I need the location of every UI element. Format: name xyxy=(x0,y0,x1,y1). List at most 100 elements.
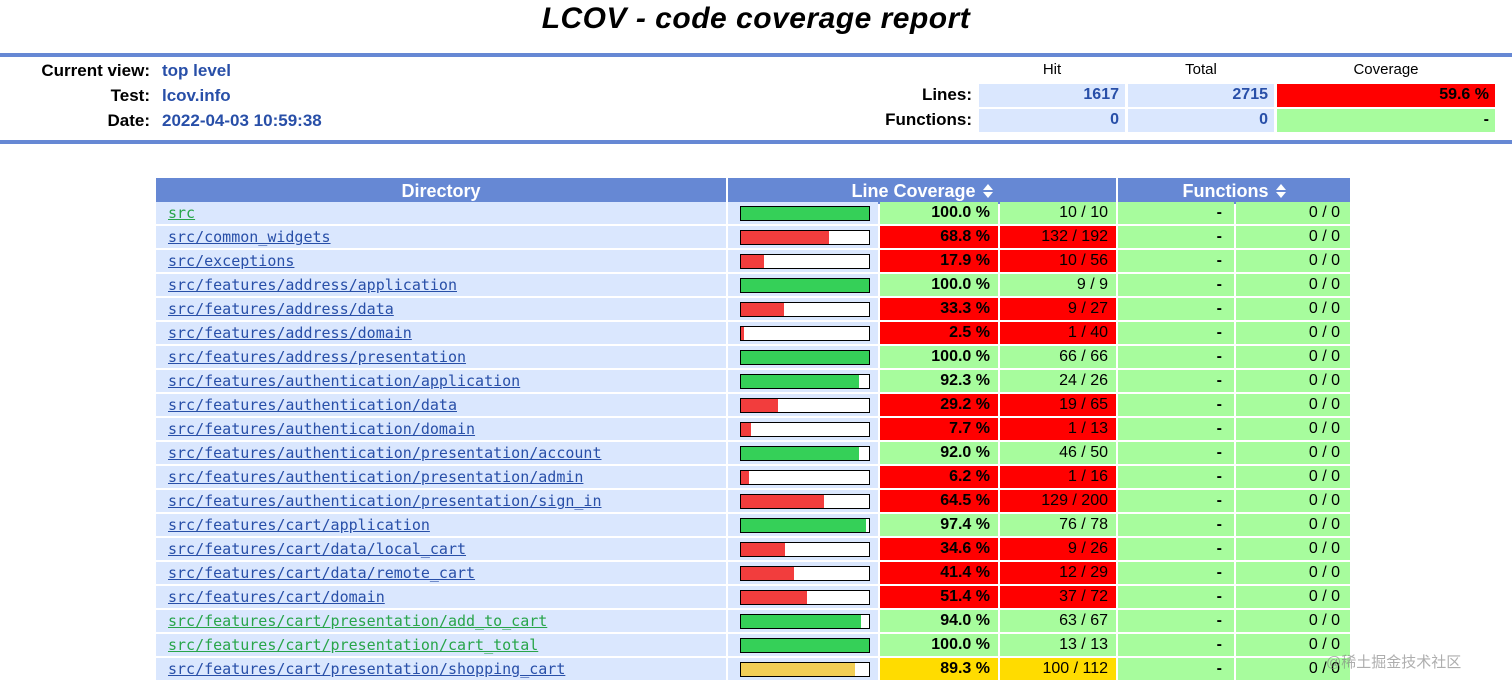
functions-percent: - xyxy=(1118,610,1234,632)
directory-cell: src/features/authentication/data xyxy=(156,394,726,416)
directory-link[interactable]: src/features/cart/presentation/add_to_ca… xyxy=(168,612,548,630)
functions-ratio: 0 / 0 xyxy=(1236,346,1350,368)
current-view-label: Current view: xyxy=(41,61,150,80)
coverage-bar-cell xyxy=(728,538,878,560)
directory-link[interactable]: src/features/authentication/presentation… xyxy=(168,444,602,462)
directory-cell: src/features/authentication/presentation… xyxy=(156,466,726,488)
line-coverage-ratio: 132 / 192 xyxy=(1000,226,1116,248)
functions-percent: - xyxy=(1118,442,1234,464)
directory-link[interactable]: src/features/authentication/presentation… xyxy=(168,492,602,510)
directory-link[interactable]: src/exceptions xyxy=(168,252,295,270)
coverage-bar-fill xyxy=(741,422,751,436)
functions-ratio: 0 / 0 xyxy=(1236,250,1350,272)
directory-cell: src/features/authentication/application xyxy=(156,370,726,392)
coverage-bar-cell xyxy=(728,442,878,464)
line-coverage-percent: 41.4 % xyxy=(880,562,998,584)
line-coverage-ratio: 100 / 112 xyxy=(1000,658,1116,680)
summary-stats: Hit Total Coverage Lines: 1617 2715 59.6… xyxy=(790,59,1495,132)
sort-arrows-icon[interactable] xyxy=(982,184,993,198)
directory-link[interactable]: src/features/cart/presentation/shopping_… xyxy=(168,660,566,678)
functions-label: Functions: xyxy=(885,110,972,129)
directory-link[interactable]: src/features/cart/domain xyxy=(168,588,385,606)
coverage-bar xyxy=(740,661,870,677)
functions-ratio: 0 / 0 xyxy=(1236,322,1350,344)
coverage-bar-cell xyxy=(728,250,878,272)
directory-cell: src/exceptions xyxy=(156,250,726,272)
sort-arrows-icon[interactable] xyxy=(1275,184,1286,198)
report-info: Current view: top level Test: lcov.info … xyxy=(8,59,321,134)
line-coverage-percent: 17.9 % xyxy=(880,250,998,272)
divider-rule-bottom xyxy=(0,140,1512,144)
functions-percent: - xyxy=(1118,418,1234,440)
coverage-bar xyxy=(740,325,870,341)
functions-coverage-value: - xyxy=(1277,109,1495,132)
coverage-bar-fill xyxy=(741,326,745,340)
directory-link[interactable]: src/features/address/data xyxy=(168,300,394,318)
directory-link[interactable]: src/features/address/presentation xyxy=(168,348,467,366)
coverage-bar-fill xyxy=(741,398,779,412)
line-coverage-ratio: 19 / 65 xyxy=(1000,394,1116,416)
directory-link[interactable]: src/features/cart/application xyxy=(168,516,430,534)
coverage-bar-fill xyxy=(741,374,860,388)
line-coverage-percent: 51.4 % xyxy=(880,586,998,608)
functions-column-header[interactable]: Functions xyxy=(1118,178,1350,204)
line-coverage-ratio: 10 / 10 xyxy=(1000,202,1116,224)
directory-link[interactable]: src/features/authentication/application xyxy=(168,372,521,390)
line-coverage-ratio: 10 / 56 xyxy=(1000,250,1116,272)
coverage-bar xyxy=(740,613,870,629)
directory-link[interactable]: src/features/address/application xyxy=(168,276,457,294)
functions-ratio: 0 / 0 xyxy=(1236,202,1350,224)
directory-cell: src/features/cart/data/remote_cart xyxy=(156,562,726,584)
coverage-bar-fill xyxy=(741,470,749,484)
functions-ratio: 0 / 0 xyxy=(1236,226,1350,248)
coverage-bar-cell xyxy=(728,490,878,512)
directory-cell: src/features/address/application xyxy=(156,274,726,296)
coverage-bar-fill xyxy=(741,230,830,244)
line-coverage-column-header[interactable]: Line Coverage xyxy=(728,178,1116,204)
functions-percent: - xyxy=(1118,250,1234,272)
functions-hit-value: 0 xyxy=(979,109,1125,132)
functions-ratio: 0 / 0 xyxy=(1236,442,1350,464)
coverage-bar-cell xyxy=(728,634,878,656)
lines-coverage-value: 59.6 % xyxy=(1277,84,1495,107)
directory-link[interactable]: src/features/cart/presentation/cart_tota… xyxy=(168,636,539,654)
functions-percent: - xyxy=(1118,370,1234,392)
total-column-header: Total xyxy=(1185,61,1217,78)
functions-percent: - xyxy=(1118,274,1234,296)
directory-cell: src/features/cart/data/local_cart xyxy=(156,538,726,560)
coverage-bar-fill xyxy=(741,350,869,364)
coverage-bar-fill xyxy=(741,254,764,268)
line-coverage-ratio: 76 / 78 xyxy=(1000,514,1116,536)
coverage-bar-fill xyxy=(741,302,784,316)
directory-cell: src/features/authentication/presentation… xyxy=(156,490,726,512)
directory-link[interactable]: src/features/authentication/presentation… xyxy=(168,468,584,486)
line-coverage-percent: 100.0 % xyxy=(880,634,998,656)
directory-link[interactable]: src/common_widgets xyxy=(168,228,331,246)
divider-rule-top xyxy=(0,53,1512,57)
line-coverage-percent: 7.7 % xyxy=(880,418,998,440)
coverage-bar-cell xyxy=(728,202,878,224)
coverage-bar xyxy=(740,277,870,293)
directory-link[interactable]: src/features/authentication/domain xyxy=(168,420,476,438)
coverage-bar xyxy=(740,637,870,653)
directory-link[interactable]: src/features/cart/data/remote_cart xyxy=(168,564,476,582)
directory-cell: src/common_widgets xyxy=(156,226,726,248)
coverage-bar xyxy=(740,229,870,245)
directory-link[interactable]: src/features/address/domain xyxy=(168,324,412,342)
coverage-bar-cell xyxy=(728,274,878,296)
directory-link[interactable]: src/features/authentication/data xyxy=(168,396,457,414)
functions-percent: - xyxy=(1118,634,1234,656)
directory-link[interactable]: src xyxy=(168,204,196,222)
line-coverage-percent: 64.5 % xyxy=(880,490,998,512)
hit-column-header: Hit xyxy=(1042,61,1062,78)
line-coverage-ratio: 9 / 9 xyxy=(1000,274,1116,296)
line-coverage-ratio: 63 / 67 xyxy=(1000,610,1116,632)
directory-link[interactable]: src/features/cart/data/local_cart xyxy=(168,540,467,558)
coverage-bar xyxy=(740,541,870,557)
coverage-bar xyxy=(740,253,870,269)
line-coverage-percent: 33.3 % xyxy=(880,298,998,320)
directory-cell: src/features/address/domain xyxy=(156,322,726,344)
functions-total-value: 0 xyxy=(1128,109,1274,132)
functions-percent: - xyxy=(1118,202,1234,224)
current-view-value: top level xyxy=(162,61,231,80)
